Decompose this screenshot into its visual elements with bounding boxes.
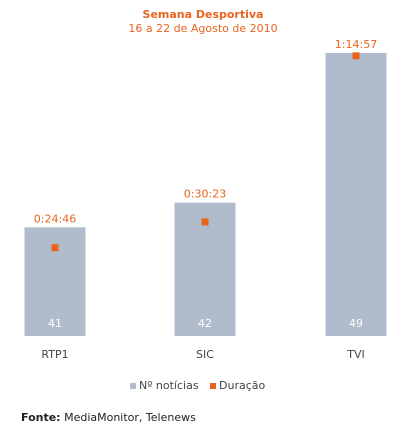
bar-value-label: 42 [198, 317, 212, 330]
duration-marker [51, 244, 59, 252]
duration-label: 1:14:57 [335, 38, 377, 51]
source-text: MediaMonitor, Telenews [60, 411, 196, 424]
category-label: TVI [346, 348, 365, 361]
legend-swatch-noticias [130, 383, 136, 389]
bar-value-label: 49 [349, 317, 363, 330]
legend-swatch-duracao [210, 383, 216, 389]
duration-label: 0:30:23 [184, 188, 226, 201]
duration-label: 0:24:46 [34, 212, 76, 225]
category-label: RTP1 [41, 348, 68, 361]
bar-value-label: 41 [48, 317, 62, 330]
plot-area: 41 0:24:46 RTP1 42 0:30:23 SIC 49 1:14:57 TVI [24, 38, 387, 361]
legend-label-noticias: Nº notícias [139, 379, 199, 392]
category-label: SIC [196, 348, 214, 361]
legend-label-duracao: Duração [219, 379, 265, 392]
duration-marker [201, 218, 209, 226]
duration-marker [352, 52, 360, 60]
bar-tvi [325, 53, 387, 336]
source-prefix: Fonte: [21, 411, 61, 424]
chart-title: Semana Desportiva [143, 8, 264, 21]
source-line: Fonte: MediaMonitor, Telenews [21, 411, 196, 424]
legend: Nº notícias Duração [130, 379, 265, 392]
chart-subtitle: 16 a 22 de Agosto de 2010 [128, 22, 277, 35]
